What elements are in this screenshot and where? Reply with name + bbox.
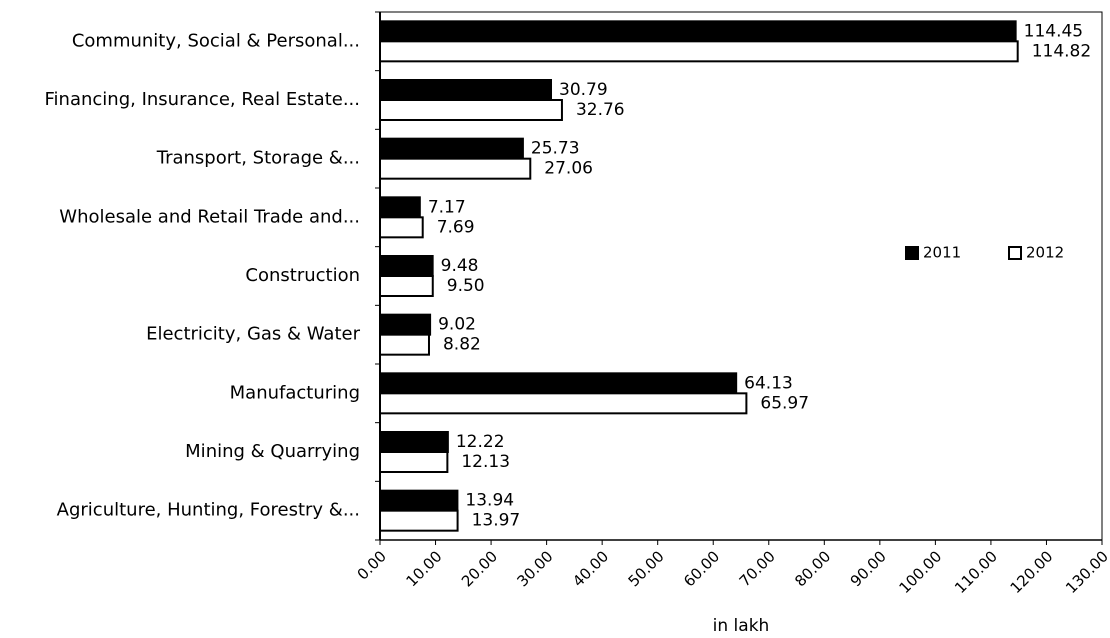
bar [379, 255, 434, 277]
data-label: 65.97 [760, 393, 809, 413]
legend-swatch [905, 246, 919, 260]
bar [379, 431, 449, 453]
data-label: 27.06 [544, 159, 593, 179]
bar [379, 489, 459, 512]
y-tick-label: Community, Social & Personal... [72, 30, 360, 51]
bar [379, 275, 434, 297]
bar [379, 372, 738, 395]
bar [379, 509, 459, 532]
y-tick-label: Manufacturing [230, 382, 360, 403]
y-tick-label: Mining & Quarrying [185, 441, 360, 462]
data-label: 30.79 [559, 80, 608, 100]
data-label: 25.73 [531, 139, 580, 159]
x-tick-label: 60.00 [680, 547, 723, 590]
x-tick-label: 20.00 [458, 547, 501, 590]
x-tick-label: 110.00 [951, 547, 1001, 597]
data-label: 12.22 [456, 432, 505, 452]
data-label: 9.02 [438, 315, 476, 335]
x-tick-label: 100.00 [896, 547, 946, 597]
bar [379, 392, 748, 415]
x-tick-label: 130.00 [1062, 547, 1110, 597]
x-tick-label: 10.00 [402, 547, 445, 590]
bar [379, 40, 1019, 63]
bar [379, 451, 449, 473]
bar [379, 99, 563, 121]
x-tick-label: 30.00 [514, 547, 557, 590]
bar [379, 196, 421, 219]
y-tick-label: Construction [245, 265, 360, 286]
data-label: 7.17 [428, 197, 466, 217]
data-label: 9.50 [447, 276, 485, 296]
legend-label: 2012 [1026, 244, 1064, 262]
x-tick-label: 40.00 [569, 547, 612, 590]
bar [379, 157, 532, 180]
bar [379, 79, 553, 101]
x-tick-label: 80.00 [791, 547, 834, 590]
data-label: 7.69 [437, 217, 475, 237]
legend-swatch [1008, 246, 1022, 260]
bar [379, 333, 430, 356]
data-label: 9.48 [441, 256, 479, 276]
legend-label: 2011 [923, 244, 961, 262]
data-label: 114.82 [1032, 41, 1091, 61]
y-tick-label: Transport, Storage &... [156, 148, 360, 169]
data-label: 114.45 [1024, 21, 1083, 41]
data-label: 13.94 [465, 491, 514, 511]
x-axis-label: in lakh [713, 616, 770, 636]
x-tick-label: 90.00 [847, 547, 890, 590]
x-tick-label: 70.00 [736, 547, 779, 590]
y-tick-label: Agriculture, Hunting, Forestry &... [57, 500, 360, 521]
bar [379, 20, 1017, 43]
bar [379, 313, 432, 336]
data-label: 13.97 [472, 511, 521, 531]
bar [379, 137, 524, 160]
data-label: 8.82 [443, 335, 481, 355]
x-tick-label: 50.00 [625, 547, 668, 590]
y-tick-label: Wholesale and Retail Trade and... [59, 206, 360, 227]
x-tick-label: 0.00 [354, 547, 390, 583]
data-label: 64.13 [744, 373, 793, 393]
data-label: 12.13 [461, 452, 510, 472]
y-tick-label: Financing, Insurance, Real Estate... [45, 89, 360, 110]
bar [379, 216, 424, 239]
y-tick-label: Electricity, Gas & Water [146, 324, 360, 345]
x-tick-label: 120.00 [1007, 547, 1057, 597]
data-label: 32.76 [576, 100, 625, 120]
